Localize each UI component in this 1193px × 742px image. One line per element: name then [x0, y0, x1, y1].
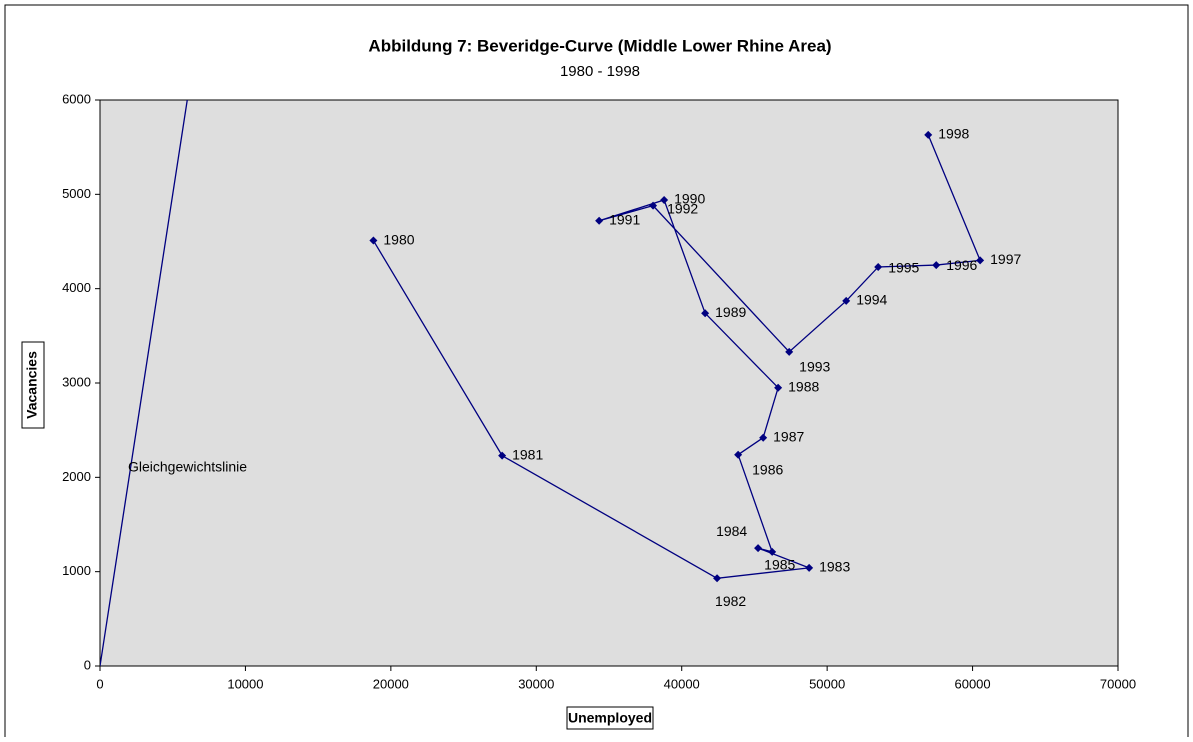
x-tick-label: 20000 — [373, 676, 409, 691]
marker — [768, 547, 777, 556]
series-name-label: Gleichgewichtslinie — [128, 459, 247, 475]
marker — [785, 347, 794, 356]
y-tick-label: 3000 — [62, 374, 91, 389]
marker — [774, 383, 783, 392]
point-label: 1998 — [938, 126, 969, 142]
y-axis-title-box — [21, 341, 45, 429]
point-label: 1988 — [788, 378, 819, 394]
marker — [595, 216, 604, 225]
point-label: 1992 — [667, 200, 698, 216]
y-axis-title: Vacancies — [24, 351, 40, 419]
marker — [660, 195, 669, 204]
marker — [649, 201, 658, 210]
point-label: 1983 — [819, 559, 850, 575]
point-label: 1985 — [764, 557, 795, 573]
y-tick-label: 4000 — [62, 280, 91, 295]
marker — [932, 261, 941, 270]
y-tick-label: 5000 — [62, 186, 91, 201]
point-label: 1980 — [383, 231, 414, 247]
x-tick-label: 40000 — [664, 676, 700, 691]
x-axis-title-box — [566, 706, 654, 730]
y-tick-label: 2000 — [62, 469, 91, 484]
marker — [842, 296, 851, 305]
point-label: 1989 — [715, 304, 746, 320]
point-label: 1987 — [773, 428, 804, 444]
x-tick-label: 70000 — [1100, 676, 1136, 691]
series-line — [100, 100, 188, 666]
marker — [924, 130, 933, 139]
x-tick-label: 60000 — [954, 676, 990, 691]
point-label: 1993 — [799, 359, 830, 375]
marker — [805, 563, 814, 572]
chart-title: Abbildung 7: Beveridge-Curve (Middle Low… — [368, 36, 831, 55]
point-label: 1994 — [856, 292, 887, 308]
point-label: 1996 — [946, 257, 977, 273]
y-tick-label: 0 — [84, 657, 91, 672]
point-label: 1986 — [752, 461, 783, 477]
x-axis-title: Unemployed — [568, 710, 652, 726]
marker — [976, 256, 985, 265]
marker — [734, 450, 743, 459]
point-label: 1995 — [888, 260, 919, 276]
chart-subtitle: 1980 - 1998 — [560, 63, 640, 80]
x-tick-label: 10000 — [227, 676, 263, 691]
point-label: 1981 — [512, 446, 543, 462]
point-label: 1991 — [609, 211, 640, 227]
x-tick-label: 30000 — [518, 676, 554, 691]
marker — [713, 574, 722, 583]
marker — [369, 236, 378, 245]
y-tick-label: 1000 — [62, 563, 91, 578]
marker — [701, 309, 710, 318]
marker — [754, 544, 763, 553]
point-label: 1984 — [716, 523, 747, 539]
point-label: 1990 — [674, 191, 705, 207]
point-label: 1982 — [715, 593, 746, 609]
x-tick-label: 0 — [96, 676, 103, 691]
x-tick-label: 50000 — [809, 676, 845, 691]
marker — [874, 262, 883, 271]
marker — [759, 433, 768, 442]
plot-area — [99, 99, 1119, 667]
marker — [498, 451, 507, 460]
point-label: 1997 — [990, 251, 1021, 267]
y-tick-label: 6000 — [62, 91, 91, 106]
